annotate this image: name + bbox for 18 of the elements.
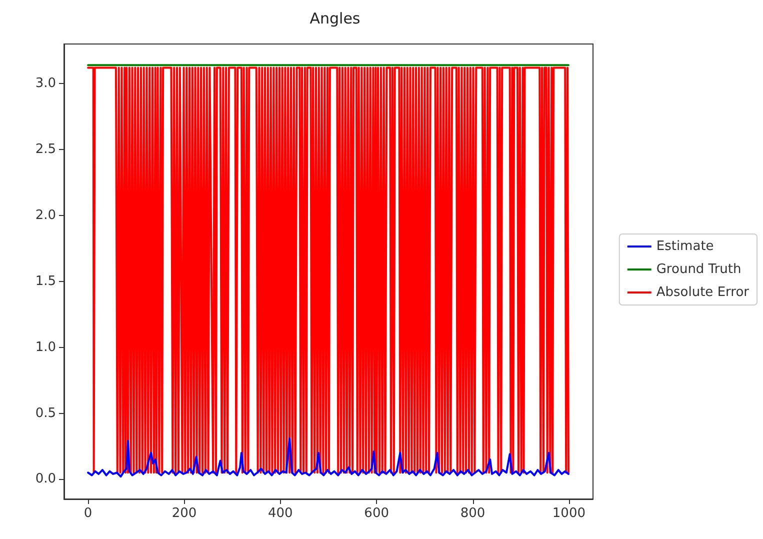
y-tick-label: 1.5 [35, 274, 56, 289]
legend-label: Absolute Error [656, 285, 750, 300]
y-tick-label: 0.0 [35, 472, 56, 487]
x-tick-label: 400 [268, 506, 293, 521]
y-tick-label: 3.0 [35, 76, 56, 92]
chart-title: Angles [310, 10, 360, 28]
line-series [87, 437, 570, 478]
legend-label: Ground Truth [656, 262, 742, 277]
x-tick-label: 800 [460, 506, 486, 521]
x-tick-label: 200 [172, 506, 197, 521]
y-tick-label: 2.0 [35, 208, 56, 223]
legend-label: Estimate [656, 239, 714, 254]
x-tick-label: 0 [84, 506, 92, 521]
y-tick-label: 0.5 [35, 406, 56, 421]
y-tick-label: 2.5 [35, 142, 56, 158]
x-tick-label: 600 [364, 506, 390, 521]
x-tick-label: 1000 [552, 506, 586, 521]
y-tick-label: 1.0 [35, 340, 56, 355]
